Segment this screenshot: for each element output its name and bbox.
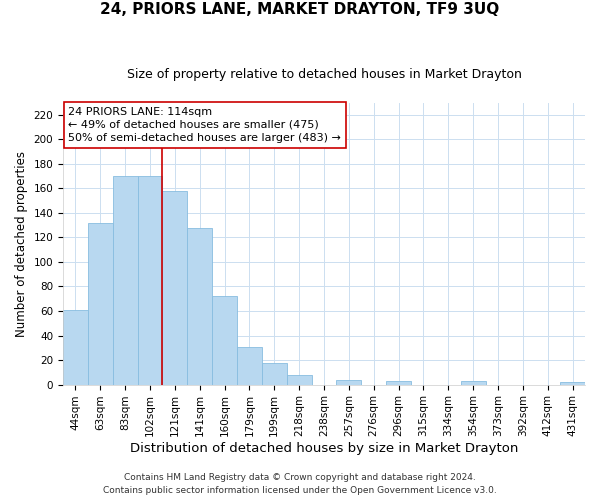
Bar — [560, 382, 585, 384]
Bar — [287, 375, 311, 384]
X-axis label: Distribution of detached houses by size in Market Drayton: Distribution of detached houses by size … — [130, 442, 518, 455]
Text: 24 PRIORS LANE: 114sqm
← 49% of detached houses are smaller (475)
50% of semi-de: 24 PRIORS LANE: 114sqm ← 49% of detached… — [68, 106, 341, 143]
Bar — [187, 228, 212, 384]
Text: Contains HM Land Registry data © Crown copyright and database right 2024.
Contai: Contains HM Land Registry data © Crown c… — [103, 474, 497, 495]
Bar — [337, 380, 361, 384]
Bar — [262, 362, 287, 384]
Bar — [386, 381, 411, 384]
Y-axis label: Number of detached properties: Number of detached properties — [15, 150, 28, 336]
Bar — [113, 176, 137, 384]
Bar — [63, 310, 88, 384]
Bar — [137, 176, 163, 384]
Bar — [237, 346, 262, 385]
Bar — [88, 222, 113, 384]
Title: Size of property relative to detached houses in Market Drayton: Size of property relative to detached ho… — [127, 68, 521, 80]
Bar — [163, 191, 187, 384]
Bar — [461, 381, 485, 384]
Text: 24, PRIORS LANE, MARKET DRAYTON, TF9 3UQ: 24, PRIORS LANE, MARKET DRAYTON, TF9 3UQ — [100, 2, 500, 18]
Bar — [212, 296, 237, 384]
